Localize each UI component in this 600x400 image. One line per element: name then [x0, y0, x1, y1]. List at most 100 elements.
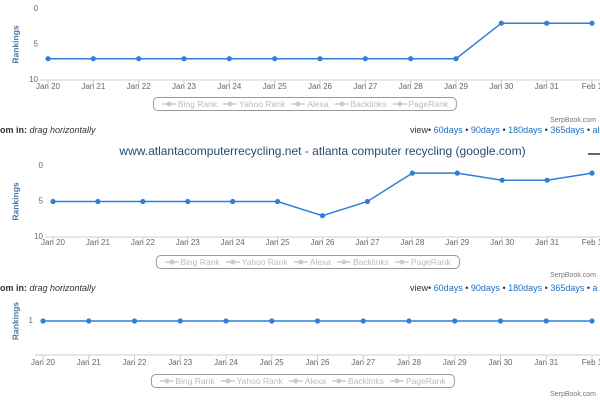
data-point — [589, 20, 595, 26]
data-point — [226, 56, 232, 62]
data-point — [408, 56, 414, 62]
separator: • — [586, 283, 591, 293]
y-tick-label: 10 — [34, 232, 43, 241]
y-tick-label: 5 — [39, 197, 44, 206]
range-link[interactable]: 180days — [508, 283, 543, 293]
view: view• 60days • 90days • 180days • 365day… — [410, 125, 600, 135]
legend-item[interactable]: Alexa — [293, 257, 332, 267]
range-link[interactable]: 90days — [470, 125, 500, 135]
legend-item[interactable]: Bing Rank — [161, 99, 217, 109]
x-tick-label: Jan 24 — [214, 358, 239, 367]
data-point — [131, 318, 138, 324]
x-tick-label: Jan 26 — [308, 82, 333, 91]
data-point — [319, 213, 326, 219]
x-tick-label: Jan 29 — [443, 358, 468, 367]
legend-symbol — [394, 259, 409, 265]
x-tick-label: Jan 21 — [86, 238, 111, 247]
legend-item[interactable]: Alexa — [291, 99, 329, 109]
data-point — [86, 318, 92, 324]
x-tick-label: Jan 27 — [353, 82, 378, 91]
menu-icon — [588, 153, 600, 155]
data-point — [314, 318, 321, 324]
legend-symbol — [164, 259, 179, 265]
legend-item[interactable]: Backlinks — [334, 99, 386, 109]
data-point — [497, 318, 504, 324]
x-tick-label: Jan 29 — [445, 238, 470, 247]
toolbar: om in: drag horizontally view• 60days • 9… — [0, 125, 600, 137]
y-tick-label: 5 — [34, 40, 39, 49]
zoom-label: om in: — [0, 125, 27, 135]
x-tick-label: Jan 26 — [305, 358, 330, 367]
zoom-label: om in: — [0, 283, 27, 293]
legend-item[interactable]: Backlinks — [337, 257, 389, 267]
x-tick-label: Jan 23 — [172, 82, 197, 91]
legend-symbol — [334, 101, 349, 107]
data-point — [40, 318, 46, 324]
legend-item[interactable]: Yahoo Rank — [223, 99, 285, 109]
data-point — [454, 170, 460, 176]
legend-symbol — [293, 259, 308, 265]
data-point — [185, 198, 191, 205]
x-tick-label: Jan 24 — [221, 238, 246, 247]
legend-label: PageRank — [408, 99, 449, 109]
y-tick-label: 10 — [29, 75, 38, 84]
x-tick-label: Jan 30 — [490, 238, 515, 247]
data-point — [274, 198, 281, 205]
credit: SerpBook.com — [550, 391, 596, 398]
data-point — [272, 56, 278, 62]
view: view• 60days • 90days • 180days • 365day… — [410, 283, 598, 293]
legend-symbol — [223, 101, 238, 107]
data-point — [181, 56, 187, 62]
legend-item[interactable]: PageRank — [389, 376, 446, 386]
separator: • — [465, 125, 469, 135]
x-tick-label: Jan 21 — [77, 358, 102, 367]
data-point — [364, 198, 371, 205]
legend-item[interactable]: Bing Rank — [159, 376, 215, 386]
legend-item[interactable]: Alexa — [288, 376, 326, 386]
legend-item[interactable]: Yahoo Rank — [225, 257, 288, 267]
range-link[interactable]: 365days — [550, 283, 585, 293]
legend-label: Backlinks — [353, 257, 389, 267]
legend: Bing Rank Yahoo Rank Alexa Backlinks PageRan… — [150, 374, 455, 388]
legend-symbol — [332, 378, 347, 384]
legend-item[interactable]: Yahoo Rank — [220, 376, 283, 386]
range-link[interactable]: 365days — [550, 125, 585, 135]
x-tick-label: Jan 27 — [355, 238, 380, 247]
data-point — [409, 170, 415, 176]
separator: • — [544, 283, 548, 293]
legend-item[interactable]: PageRank — [392, 99, 448, 109]
x-tick-label: Jan 21 — [81, 82, 106, 91]
legend-label: Yahoo Rank — [236, 376, 283, 386]
legend-label: Yahoo Rank — [241, 257, 288, 267]
x-tick-label: Jan 22 — [131, 238, 156, 247]
data-point — [589, 318, 595, 324]
toolbar: om in: drag horizontally view• 60days • 9… — [0, 283, 600, 295]
data-point — [177, 318, 183, 324]
view-label: view• — [410, 283, 432, 293]
x-tick-label: Jan 28 — [397, 358, 422, 367]
x-tick-label: Feb 1 — [582, 358, 600, 367]
x-tick-label: Jan 25 — [266, 238, 291, 247]
range-link[interactable]: 90days — [470, 283, 500, 293]
legend-item[interactable]: Backlinks — [332, 376, 384, 386]
legend-symbol — [159, 378, 174, 384]
range-link[interactable]: all — [592, 125, 600, 135]
legend: Bing Rank Yahoo Rank Alexa Backlinks PageRan… — [155, 255, 460, 269]
legend-item[interactable]: PageRank — [394, 257, 451, 267]
range-link[interactable]: 180days — [508, 125, 543, 135]
x-tick-label: Jan 31 — [535, 238, 560, 247]
data-point — [50, 198, 56, 205]
range-link[interactable]: 60days — [433, 125, 463, 135]
data-point — [360, 318, 366, 324]
range-link[interactable]: a — [592, 283, 598, 293]
range-link[interactable]: 60days — [433, 283, 463, 293]
separator: • — [502, 125, 506, 135]
legend-item[interactable]: Bing Rank — [164, 257, 220, 267]
legend: Bing Rank Yahoo Rank Alexa Backlinks PageRan… — [152, 97, 458, 111]
data-point — [452, 318, 458, 324]
separator: • — [586, 125, 591, 135]
legend-label: Alexa — [309, 257, 332, 267]
data-point — [499, 177, 505, 183]
data-point — [589, 170, 595, 176]
